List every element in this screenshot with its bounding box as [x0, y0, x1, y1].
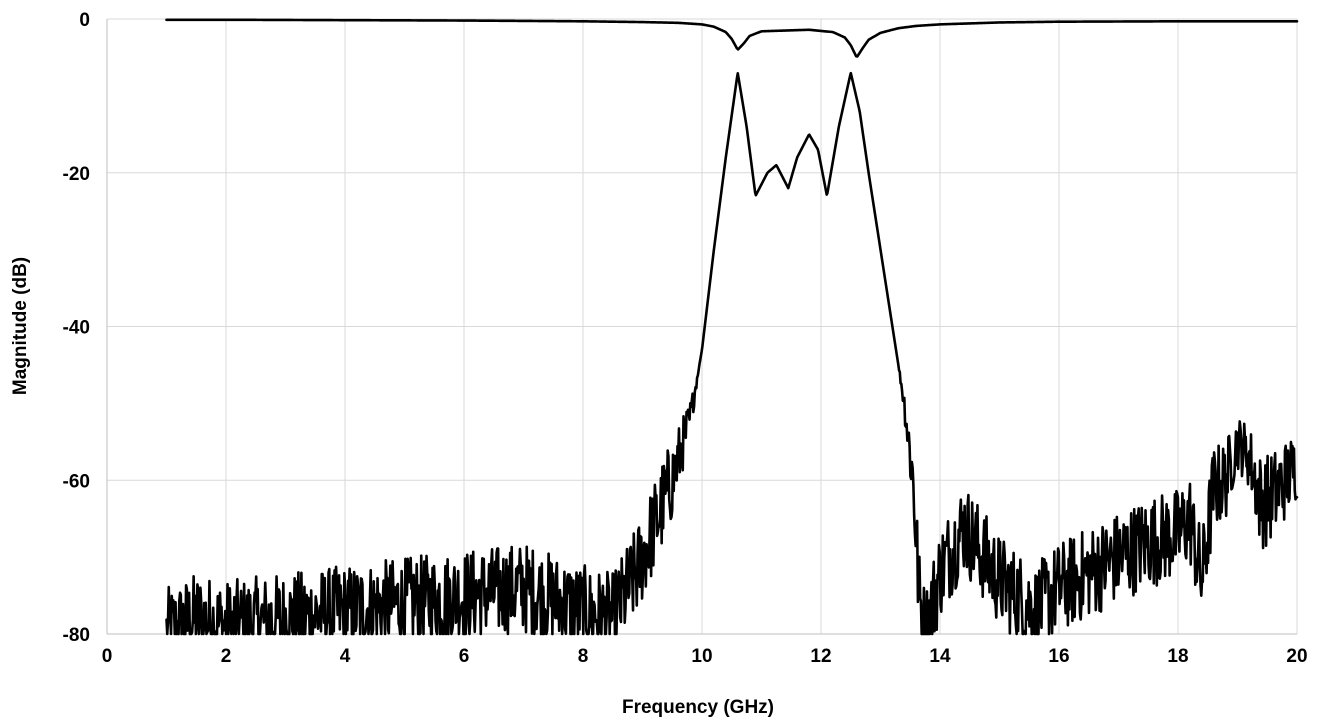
y-tick-label: 0 [79, 10, 90, 31]
y-tick-label: -80 [63, 625, 90, 646]
series-line-2 [165, 71, 1299, 636]
series-group [165, 18, 1299, 636]
x-tick-label: 20 [1286, 646, 1307, 667]
x-tick-label: 16 [1048, 646, 1069, 667]
x-tick-label: 0 [102, 646, 113, 667]
series-line-1 [165, 18, 1299, 58]
x-tick-label: 6 [459, 646, 470, 667]
y-tick-label: -40 [63, 318, 90, 339]
x-tick-label: 4 [340, 646, 351, 667]
y-axis-title: Magnitude (dB) [10, 257, 31, 395]
y-tick-label: -20 [63, 164, 90, 185]
x-axis-title: Frequency (GHz) [622, 697, 774, 718]
x-tick-label: 12 [810, 646, 831, 667]
x-tick-label: 14 [929, 646, 951, 667]
x-tick-label: 8 [578, 646, 589, 667]
x-tick-labels: 0 2 4 6 8 10 12 14 16 18 20 [102, 646, 1308, 667]
x-tick-label: 2 [221, 646, 232, 667]
y-tick-label: -60 [63, 471, 90, 492]
y-tick-labels: 0 -20 -40 -60 -80 [63, 10, 90, 646]
x-tick-label: 10 [691, 646, 712, 667]
x-tick-label: 18 [1167, 646, 1188, 667]
